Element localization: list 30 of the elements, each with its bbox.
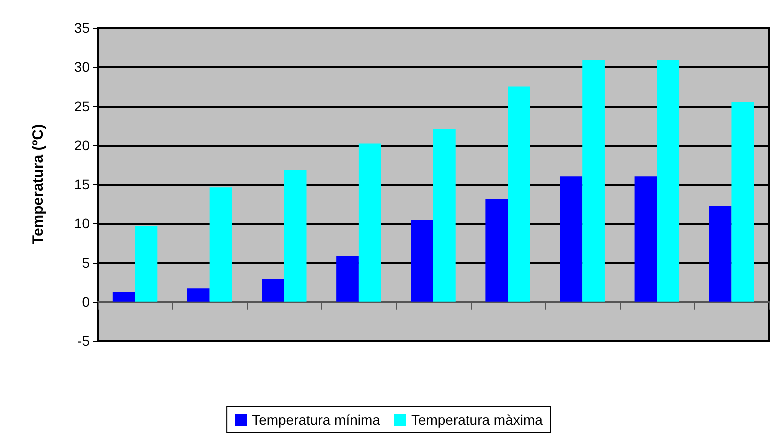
y-tick-label: 0 (82, 294, 90, 310)
bar (284, 170, 307, 302)
y-tick-label: 5 (82, 254, 90, 271)
y-tick-label: 10 (74, 216, 90, 232)
bar (582, 60, 605, 302)
y-tick-label: 15 (74, 176, 90, 192)
bar (709, 206, 732, 302)
bar (657, 60, 680, 302)
legend-label: Temperatura mínima (252, 412, 381, 428)
y-tick-label: 35 (74, 20, 90, 36)
bar (112, 292, 136, 302)
y-tick-label: 20 (74, 137, 90, 154)
y-tick-label: 25 (74, 98, 90, 114)
bar (187, 288, 210, 302)
bar (358, 144, 382, 302)
bar (634, 176, 658, 302)
bar (210, 188, 232, 302)
bar (732, 102, 754, 302)
legend-label: Temperatura màxima (411, 412, 544, 428)
bar (508, 86, 530, 302)
bar (411, 220, 434, 302)
bar (434, 128, 456, 302)
y-tick-label: 30 (74, 59, 90, 76)
bar (262, 279, 284, 302)
bar (135, 226, 158, 302)
bar (336, 256, 359, 302)
bar (560, 176, 583, 302)
y-tick-label: -5 (78, 333, 90, 349)
bar (486, 199, 508, 302)
y-axis-title: Temperatura (ºC) (30, 124, 47, 245)
